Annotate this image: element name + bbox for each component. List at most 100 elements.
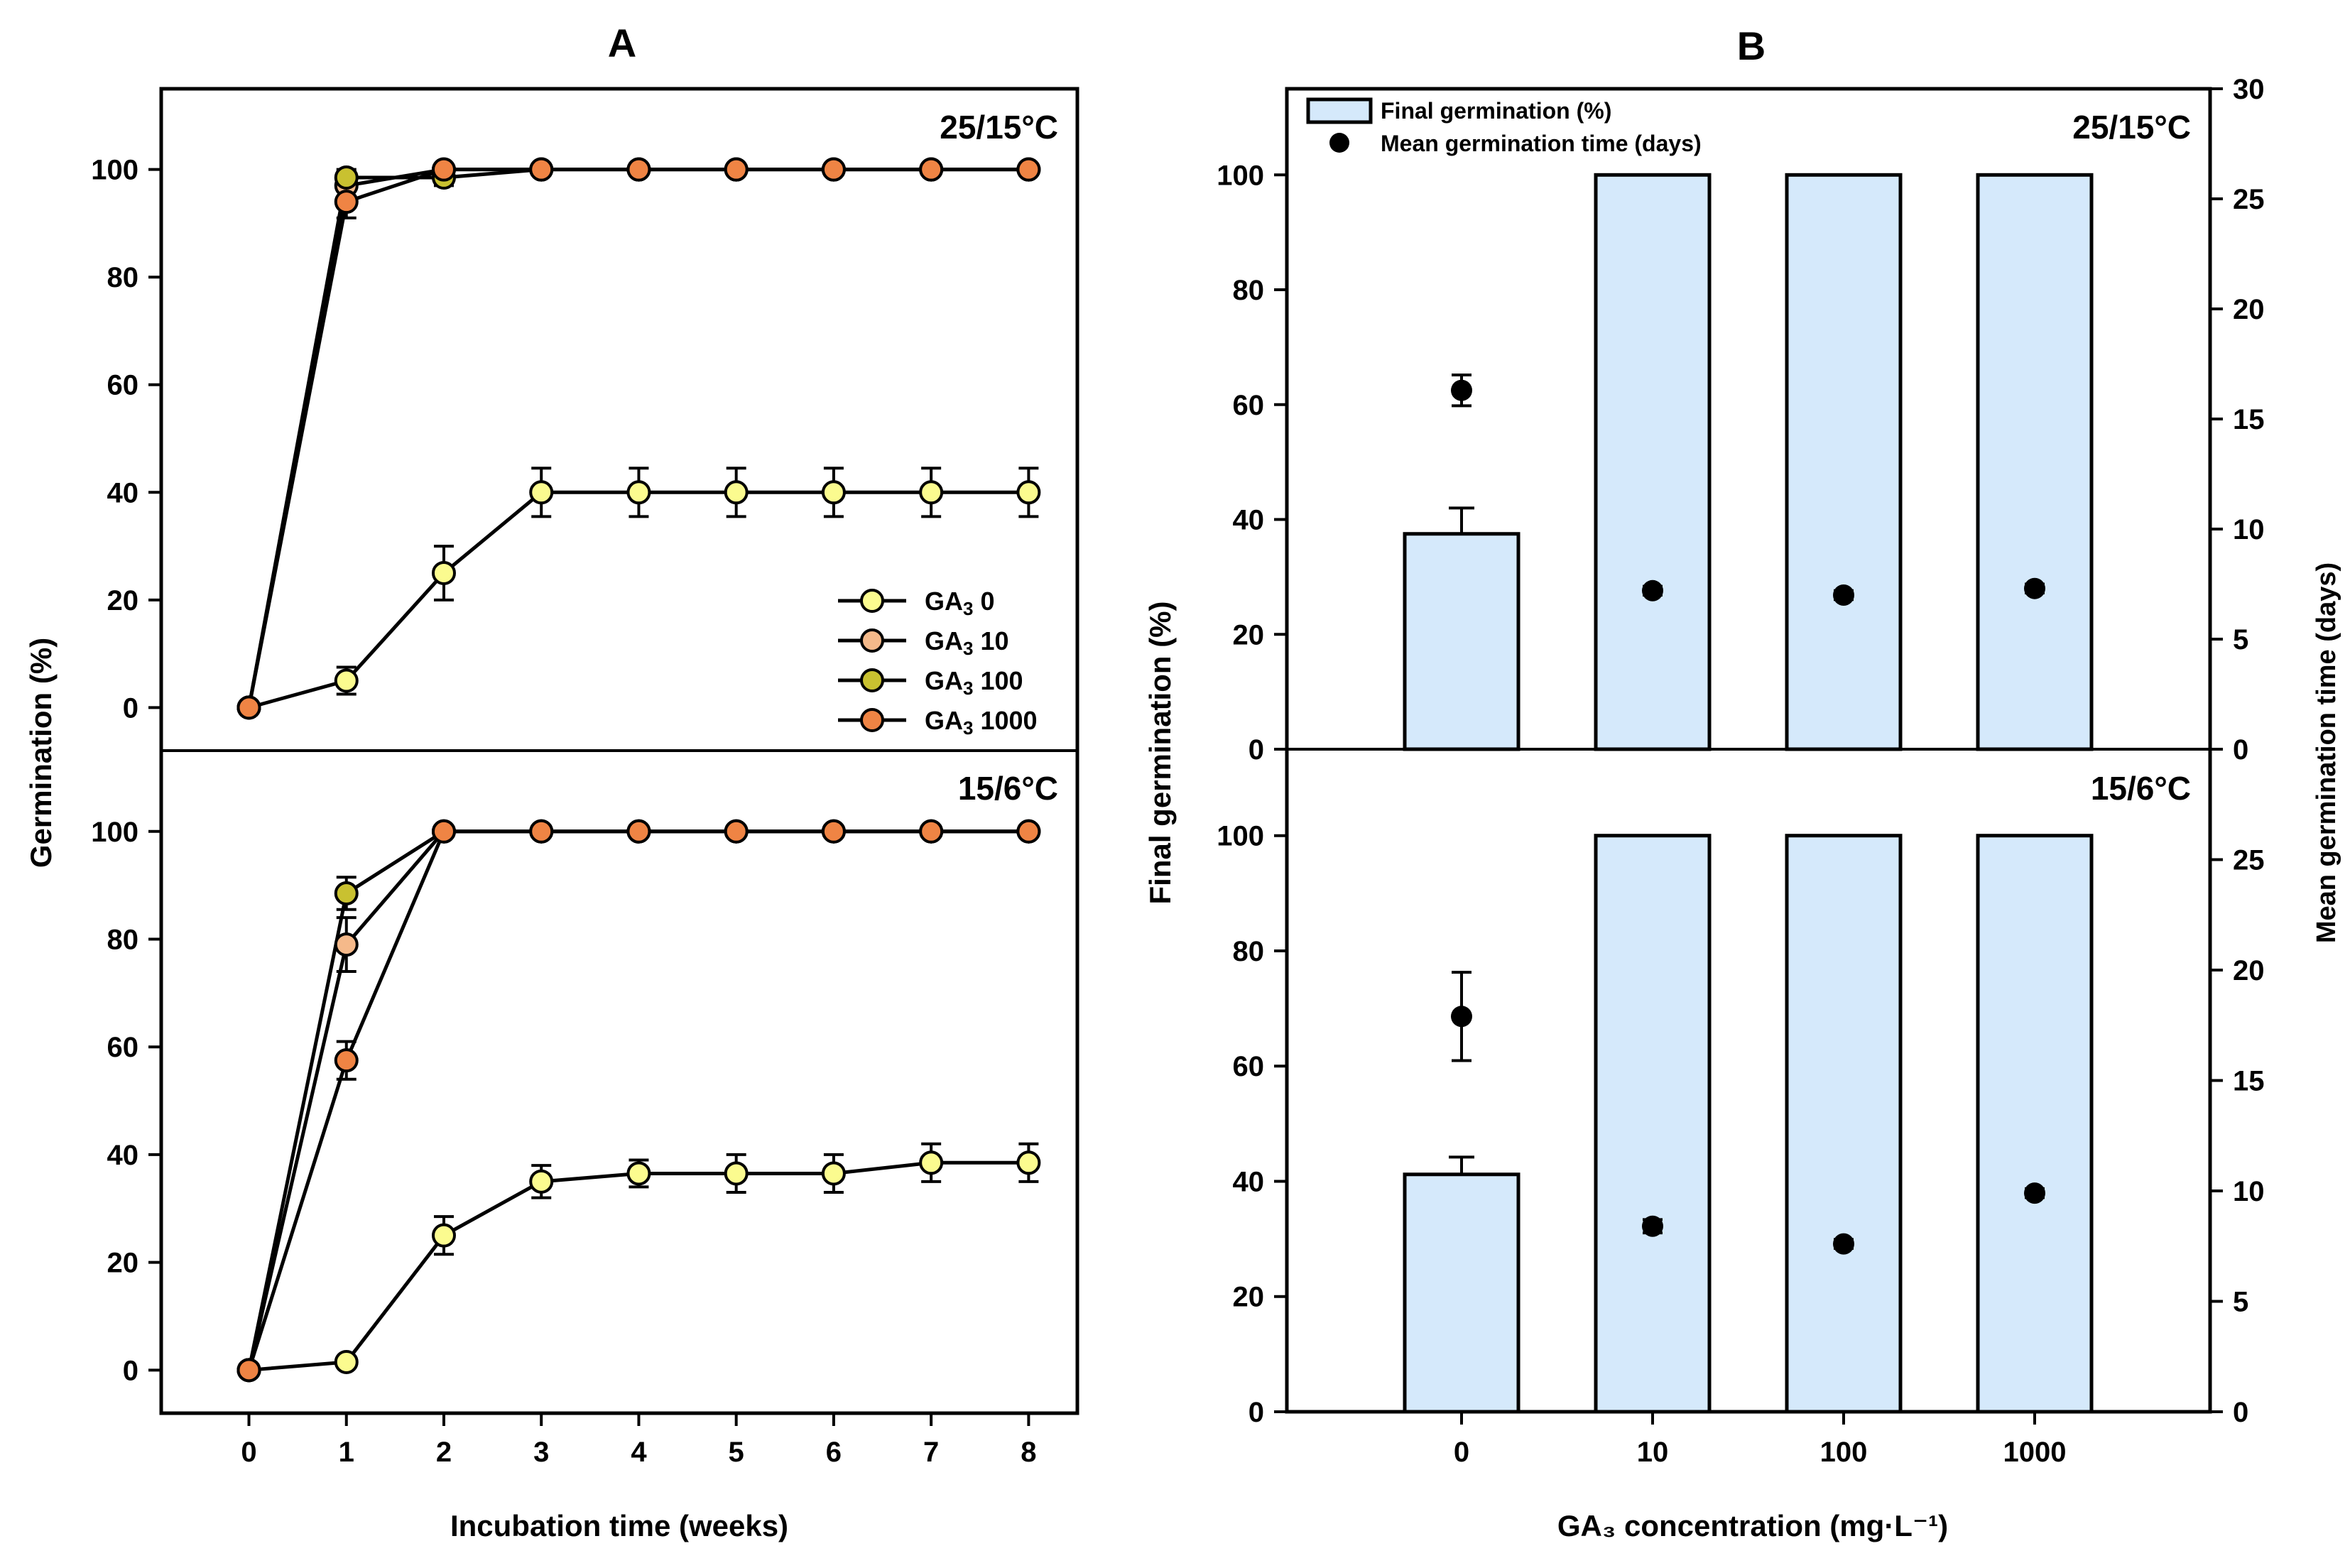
panel-b-y2-axis-title: Mean germination time (days) — [2312, 562, 2341, 943]
panel-a-top-marker — [626, 480, 651, 505]
panel-b-bottom-mgt-dot — [1833, 1233, 1854, 1255]
panel-b-top-y-tick-label: 20 — [1233, 619, 1265, 650]
panel-a-top-marker — [334, 165, 359, 190]
panel-b-letter: B — [1737, 23, 1766, 68]
panel-a-bottom-marker — [529, 819, 554, 844]
panel-b-top-mgt-dot — [2024, 577, 2045, 599]
panel-b-top-bar — [1785, 173, 1903, 751]
panel-a-bottom-marker — [1016, 1150, 1041, 1175]
panel-a-top-marker — [724, 157, 749, 182]
panel-a-x-tick-label: 1 — [339, 1437, 354, 1468]
panel-a-letter: A — [608, 21, 636, 65]
panel-a-top-y-tick-label: 0 — [123, 692, 138, 724]
panel-a-top-y-tick-label: 60 — [107, 370, 139, 401]
panel-a-bottom-marker — [236, 1358, 261, 1383]
panel-b-x-tick-label: 0 — [1454, 1437, 1469, 1468]
panel-b-bottom-mgt-dot — [2024, 1182, 2045, 1204]
panel-b-x-tick-label: 1000 — [2003, 1437, 2067, 1468]
panel-b-top-y-tick-label: 60 — [1233, 390, 1265, 421]
panel-a-top-line-2 — [247, 168, 1029, 708]
panel-b-legend-dot-swatch — [1329, 133, 1349, 153]
panel-b-bottom-y-tick-label: 40 — [1233, 1166, 1265, 1197]
panel-a-top-subplot: 25/15°C 0 20 40 60 80 100 — [91, 109, 1058, 724]
panel-a-top-marker — [626, 157, 651, 182]
panel-a-top-y-tick-label: 40 — [107, 477, 139, 508]
panel-b-top-condition-label: 25/15°C — [2072, 109, 2191, 146]
panel-b-bottom-bar — [1976, 834, 2094, 1414]
panel-a-bottom-marker — [431, 819, 456, 844]
panel-a-top-marker — [529, 157, 554, 182]
panel-a-legend-marker — [860, 628, 884, 653]
panel-a-top-y-tick-label: 100 — [91, 155, 138, 186]
panel-b-top-mgt-dot — [1833, 584, 1854, 606]
panel-b-bottom-condition-label: 15/6°C — [2091, 770, 2191, 807]
panel-b-bottom-y-tick-label: 100 — [1217, 821, 1264, 852]
panel-a-legend-marker — [860, 708, 884, 732]
panel-a-top-marker — [724, 480, 749, 505]
panel-a-bottom-marker — [431, 1223, 456, 1248]
panel-a-x-tick-label: 8 — [1021, 1437, 1036, 1468]
panel-a-bottom-y-tick-label: 20 — [107, 1248, 139, 1279]
panel-b-legend-bar-swatch — [1306, 97, 1373, 124]
panel-b-bottom-y2-tick-label: 10 — [2233, 1176, 2265, 1207]
panel-a-x-tick-label: 6 — [826, 1437, 842, 1468]
panel-a-top-marker — [431, 560, 456, 585]
panel-a-top-marker — [1016, 157, 1041, 182]
panel-a-bottom-condition-label: 15/6°C — [958, 770, 1058, 807]
panel-b-bottom-bar — [1403, 1172, 1521, 1414]
panel-b-top-y-tick-label: 40 — [1233, 505, 1265, 536]
panel-b-bottom-y2-tick-label: 15 — [2233, 1066, 2265, 1097]
panel-b-x-tick-label: 10 — [1637, 1437, 1669, 1468]
panel-b-y-axis-title: Final germination (%) — [1143, 601, 1177, 904]
panel-b-top-y2-tick-label: 30 — [2233, 74, 2265, 105]
panel-a-x-tick-label: 5 — [729, 1437, 744, 1468]
panel-a-bottom-y-tick-label: 0 — [123, 1355, 138, 1386]
panel-a-x-tick-label: 7 — [923, 1437, 939, 1468]
panel-a-x-tick-label: 0 — [241, 1437, 256, 1468]
panel-a-legend-label: GA3 0 — [925, 587, 995, 619]
panel-b-legend-bar-label: Final germination (%) — [1381, 98, 1611, 124]
panel-b-top-y2-tick-label: 25 — [2233, 184, 2265, 215]
panel-b-top-bar — [1594, 173, 1712, 751]
panel-b-top-mgt-dot — [1451, 379, 1472, 401]
panel-b-bottom-y-tick-label: 80 — [1233, 936, 1265, 967]
panel-a-x-axis-title: Incubation time (weeks) — [450, 1509, 788, 1542]
panel-a-bottom-marker — [626, 1161, 651, 1186]
panel-a-legend-label: GA3 100 — [925, 666, 1023, 699]
panel-a-legend: GA3 0 GA3 10 GA3 100 GA3 1000 — [838, 587, 1038, 739]
panel-b-top-y-tick-label: 0 — [1249, 734, 1264, 766]
panel-b-top-y2-tick-label: 5 — [2233, 624, 2248, 655]
panel-b-bottom-y2-tick-label: 5 — [2233, 1287, 2248, 1318]
panel-a-top-condition-label: 25/15°C — [940, 109, 1058, 146]
panel-a-bottom-y-tick-label: 40 — [107, 1140, 139, 1171]
panel-a-x-tick-label: 3 — [533, 1437, 549, 1468]
panel-a-bottom-marker — [1016, 819, 1041, 844]
panel-a-top-marker — [821, 480, 846, 505]
panel-a-bottom-marker — [626, 819, 651, 844]
panel-b-x-tick-label: 100 — [1820, 1437, 1868, 1468]
panel-b-bottom-mgt-dot — [1642, 1215, 1663, 1237]
panel-b-bottom-subplot: 15/6°C 0 20 40 60 80 100 0 5 10 15 20 25 — [1217, 770, 2264, 1428]
panel-a-top-y-tick-label: 20 — [107, 585, 139, 616]
panel-a-bottom-marker — [724, 819, 749, 844]
panel-a-y-axis-title: Germination (%) — [24, 638, 58, 868]
panel-a-bottom-marker — [919, 1150, 944, 1175]
panel-a-bottom-marker — [919, 819, 944, 844]
panel-a-top-marker — [431, 157, 456, 182]
panel-b-bottom-y-tick-label: 60 — [1233, 1051, 1265, 1082]
panel-a-legend-marker — [860, 668, 884, 692]
panel-b-top-bar — [1976, 173, 2094, 751]
panel-b-top-bar — [1403, 532, 1521, 751]
panel-b-bottom-bar — [1785, 834, 1903, 1414]
panel-a-top-marker — [1016, 480, 1041, 505]
panel-b-top-y-tick-label: 100 — [1217, 160, 1264, 191]
panel-a-bottom-marker — [529, 1169, 554, 1194]
panel-b-bottom-y-tick-label: 0 — [1249, 1397, 1264, 1428]
panel-b-bottom-y-tick-label: 20 — [1233, 1282, 1265, 1313]
panel-b-legend-dot-label: Mean germination time (days) — [1381, 131, 1702, 156]
panel-a-legend-label: GA3 1000 — [925, 706, 1038, 739]
panel-a-bottom-line-0 — [249, 1160, 1029, 1372]
panel-a-legend-label: GA3 10 — [925, 626, 1009, 659]
panel-a-bottom-marker — [821, 819, 846, 844]
